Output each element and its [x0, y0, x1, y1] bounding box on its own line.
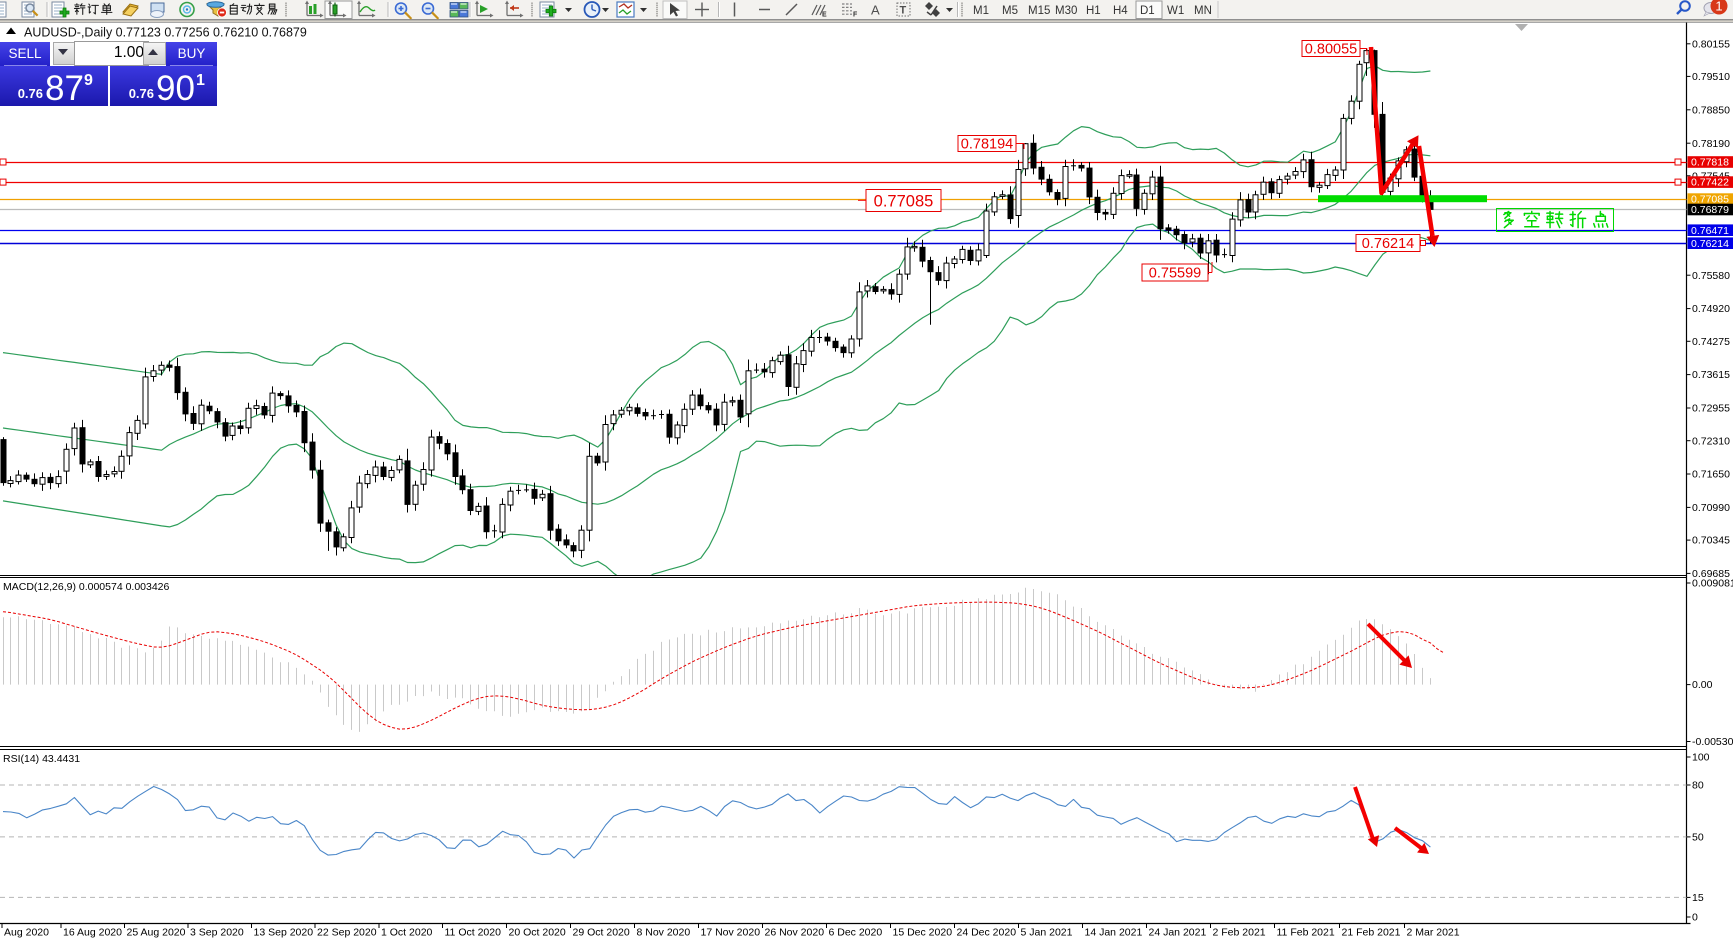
- svg-text:M15: M15: [1028, 5, 1050, 17]
- svg-text:0: 0: [1692, 912, 1698, 924]
- svg-text:1: 1: [1715, 0, 1722, 14]
- svg-text:15: 15: [1692, 892, 1704, 904]
- svg-text:80: 80: [1692, 780, 1704, 792]
- svg-text:0.69685: 0.69685: [1692, 568, 1730, 580]
- svg-text:0.70345: 0.70345: [1692, 535, 1730, 547]
- svg-text:0.72955: 0.72955: [1692, 403, 1730, 415]
- svg-text:6 Dec 2020: 6 Dec 2020: [829, 927, 883, 939]
- svg-text:0.009081: 0.009081: [1692, 578, 1733, 590]
- svg-text:-0.005306: -0.005306: [1692, 736, 1733, 748]
- svg-text:1 Oct 2020: 1 Oct 2020: [381, 927, 433, 939]
- svg-text:11 Oct 2020: 11 Oct 2020: [445, 927, 502, 939]
- svg-text:26 Nov 2020: 26 Nov 2020: [765, 927, 825, 939]
- svg-text:0.77085: 0.77085: [1691, 194, 1729, 206]
- svg-text:24 Jan 2021: 24 Jan 2021: [1149, 927, 1207, 939]
- svg-text:0.71650: 0.71650: [1692, 469, 1730, 481]
- svg-text:0.80055: 0.80055: [1305, 42, 1357, 58]
- svg-text:0.70990: 0.70990: [1692, 502, 1730, 514]
- svg-text:MACD(12,26,9) 0.000574 0.00342: MACD(12,26,9) 0.000574 0.003426: [3, 581, 170, 593]
- svg-text:0.00: 0.00: [1692, 679, 1713, 691]
- svg-text:2 Mar 2021: 2 Mar 2021: [1407, 927, 1460, 939]
- svg-text:AUDUSD-,Daily 0.77123 0.77256: AUDUSD-,Daily 0.77123 0.77256 0.76210 0.…: [24, 26, 307, 40]
- svg-text:T: T: [900, 5, 907, 17]
- svg-text:8 Nov 2020: 8 Nov 2020: [637, 927, 691, 939]
- svg-text:0.76471: 0.76471: [1691, 225, 1729, 237]
- svg-text:24 Dec 2020: 24 Dec 2020: [957, 927, 1017, 939]
- svg-text:11 Feb 2021: 11 Feb 2021: [1277, 927, 1335, 939]
- svg-text:A: A: [871, 3, 880, 18]
- svg-text:0.77085: 0.77085: [874, 192, 934, 210]
- svg-text:H4: H4: [1113, 5, 1128, 17]
- svg-text:M1: M1: [973, 5, 989, 17]
- svg-text:20 Oct 2020: 20 Oct 2020: [509, 927, 566, 939]
- svg-text:0.79510: 0.79510: [1692, 71, 1730, 83]
- svg-text:17 Nov 2020: 17 Nov 2020: [701, 927, 761, 939]
- svg-text:0.77422: 0.77422: [1691, 177, 1729, 189]
- svg-text:F: F: [853, 12, 858, 19]
- svg-text:13 Sep 2020: 13 Sep 2020: [254, 927, 314, 939]
- svg-text:H1: H1: [1086, 5, 1101, 17]
- svg-text:0.76879: 0.76879: [1691, 204, 1729, 216]
- svg-text:3 Sep 2020: 3 Sep 2020: [190, 927, 244, 939]
- svg-text:2 Feb 2021: 2 Feb 2021: [1213, 927, 1266, 939]
- svg-text:16 Aug 2020: 16 Aug 2020: [63, 927, 122, 939]
- svg-text:100: 100: [1692, 752, 1710, 764]
- svg-text:14 Jan 2021: 14 Jan 2021: [1085, 927, 1143, 939]
- svg-text:0.78190: 0.78190: [1692, 138, 1730, 150]
- svg-text:5 Jan 2021: 5 Jan 2021: [1021, 927, 1073, 939]
- svg-text:MN: MN: [1194, 5, 1212, 17]
- svg-text:0.75599: 0.75599: [1149, 266, 1201, 282]
- svg-text:D1: D1: [1140, 5, 1155, 17]
- svg-text:22 Sep 2020: 22 Sep 2020: [317, 927, 377, 939]
- svg-text:M30: M30: [1055, 5, 1077, 17]
- svg-text:50: 50: [1692, 832, 1704, 844]
- svg-text:0.78194: 0.78194: [961, 137, 1013, 153]
- svg-text:0.74275: 0.74275: [1692, 336, 1730, 348]
- svg-text:0.77818: 0.77818: [1691, 157, 1729, 169]
- svg-text:0.76214: 0.76214: [1691, 238, 1729, 250]
- svg-text:15 Dec 2020: 15 Dec 2020: [893, 927, 953, 939]
- svg-text:29 Oct 2020: 29 Oct 2020: [573, 927, 630, 939]
- svg-text:0.75580: 0.75580: [1692, 270, 1730, 282]
- svg-text:RSI(14) 43.4431: RSI(14) 43.4431: [3, 753, 80, 765]
- svg-text:0.72310: 0.72310: [1692, 435, 1730, 447]
- svg-text:25 Aug 2020: 25 Aug 2020: [127, 927, 186, 939]
- svg-text:0.80155: 0.80155: [1692, 38, 1730, 50]
- svg-text:M5: M5: [1002, 5, 1018, 17]
- svg-text:0.78850: 0.78850: [1692, 104, 1730, 116]
- svg-text:0.73615: 0.73615: [1692, 369, 1730, 381]
- svg-text:0.76214: 0.76214: [1362, 236, 1414, 252]
- svg-text:0.74920: 0.74920: [1692, 303, 1730, 315]
- svg-text:W1: W1: [1167, 5, 1184, 17]
- svg-text:Aug 2020: Aug 2020: [4, 927, 49, 939]
- svg-text:E: E: [822, 12, 827, 19]
- svg-text:21 Feb 2021: 21 Feb 2021: [1342, 927, 1401, 939]
